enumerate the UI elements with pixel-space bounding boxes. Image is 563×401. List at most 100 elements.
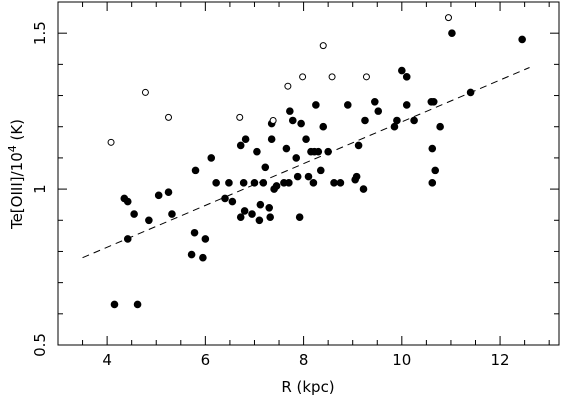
filled-data-point [225,179,233,187]
filled-data-point [431,166,440,175]
filled-data-point [207,154,216,162]
filled-data-point [187,250,196,259]
filled-data-point [154,191,163,200]
filled-data-point [292,154,301,162]
filled-data-point [201,235,210,243]
filled-data-point [272,182,281,190]
filled-data-point [336,179,345,187]
open-data-point [299,73,307,81]
filled-data-point [374,107,383,115]
filled-data-point [221,194,229,203]
filled-data-point [259,179,268,187]
axis-tick-labels: 4 6 8 10 12 0.5 1 1.5 [31,21,510,369]
open-data-point [319,42,327,50]
y-axis-title-unit: (K) [8,119,26,145]
filled-data-point [240,207,249,215]
filled-data-point [255,216,264,225]
filled-data-point [236,213,245,221]
open-data-point [107,138,115,146]
filled-data-point [402,101,411,109]
x-axis-title: R (kpc) [281,378,334,396]
open-data-point [165,113,173,121]
y-axis-title: Te[OIII]/104 (K) [6,119,26,230]
filled-data-point [393,116,401,125]
fit-line [82,67,530,259]
filled-data-point [199,253,207,262]
filled-data-point [261,163,270,172]
filled-data-point [190,228,199,237]
filled-data-point [236,141,245,150]
filled-data-point [518,35,526,44]
filled-data-point [228,197,237,206]
filled-data-point [428,179,437,187]
filled-data-point [297,119,305,128]
x-tick-label: 4 [102,351,112,369]
filled-data-point [466,88,475,97]
filled-data-point [402,73,411,81]
filled-data-point [286,107,294,115]
y-tick-label: 1.5 [31,21,49,45]
open-data-point [362,73,370,81]
filled-data-point [324,147,332,156]
filled-data-point [133,300,142,309]
filled-data-point [343,101,352,109]
filled-data-point [302,135,310,143]
filled-data-point [314,147,323,156]
filled-data-point [309,179,318,187]
x-tick-label: 8 [299,351,309,369]
data-points [107,14,526,309]
filled-data-point [448,29,456,37]
filled-data-point [265,204,274,212]
filled-data-point [212,179,220,187]
x-tick-label: 10 [392,351,411,369]
filled-data-point [285,179,293,187]
filled-data-point [145,216,153,225]
filled-data-point [398,66,406,75]
filled-data-point [293,172,302,181]
plot-frame [57,1,560,346]
y-axis-title-main: Te[OIII]/10 [8,152,26,230]
filled-data-point [123,197,132,206]
filled-data-point [359,185,368,193]
filled-data-point [428,144,437,153]
open-data-point [328,73,336,81]
open-data-point [236,113,244,121]
filled-data-point [352,172,361,181]
filled-data-point [130,210,138,218]
filled-data-point [253,147,261,156]
open-data-point [269,116,277,124]
filled-data-point [371,97,379,106]
filled-data-point [256,200,265,209]
filled-data-point [410,116,418,125]
filled-data-point [312,101,320,109]
y-axis-title-exponent: 4 [6,145,19,152]
filled-data-point [168,210,176,218]
filled-data-point [319,122,328,131]
filled-data-point [304,172,313,181]
open-data-point [141,88,149,96]
x-tick-label: 12 [491,351,510,369]
filled-data-point [123,235,132,243]
filled-data-point [295,213,304,221]
filled-data-point [282,144,291,153]
open-data-point [284,82,292,90]
filled-data-point [248,210,256,218]
x-tick-label: 6 [201,351,211,369]
filled-data-point [250,179,259,187]
filled-data-point [390,122,399,131]
filled-data-point [191,166,200,175]
filled-data-point [266,213,274,221]
filled-data-point [288,116,297,125]
filled-data-point [361,116,369,125]
open-data-point [444,14,452,22]
axis-ticks [57,1,559,346]
y-tick-label: 0.5 [31,333,49,357]
filled-data-point [110,300,119,309]
y-tick-label: 1 [31,184,49,194]
filled-data-point [354,141,363,150]
filled-data-point [241,135,250,143]
filled-data-point [239,179,248,187]
filled-data-point [330,179,338,187]
filled-data-point [429,97,438,106]
